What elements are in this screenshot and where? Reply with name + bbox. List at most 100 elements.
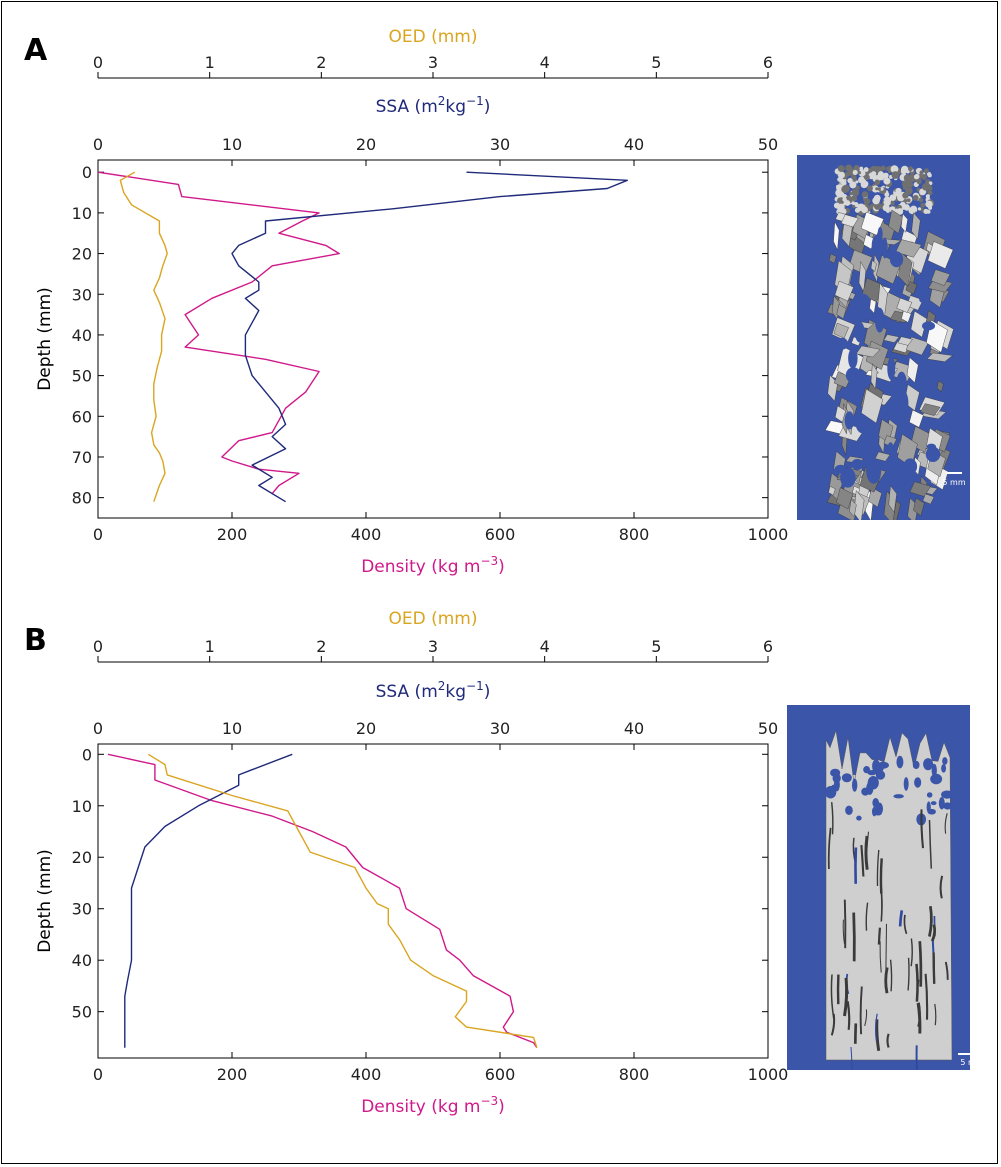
depth-axis-label-b: Depth (mm) bbox=[35, 849, 55, 953]
micro-grain bbox=[889, 206, 896, 213]
micro-grain bbox=[889, 194, 897, 201]
oed-tick-label: 2 bbox=[316, 637, 326, 656]
micro-pore bbox=[866, 782, 874, 795]
micro-grain bbox=[884, 192, 890, 198]
density-tick-label: 1000 bbox=[748, 525, 789, 544]
density-axis-label-a: Density (kg m−3) bbox=[361, 554, 505, 577]
series-line-oed-a bbox=[119, 171, 168, 502]
micro-grain bbox=[896, 208, 904, 215]
micro-channel bbox=[917, 1002, 921, 1027]
density-tick-label: 400 bbox=[351, 525, 382, 544]
micro-pore bbox=[856, 815, 862, 821]
micro-channel bbox=[886, 1033, 890, 1048]
ssa-axis-label-a: SSA (m2kg−1) bbox=[376, 94, 491, 117]
micro-facet bbox=[897, 336, 913, 346]
micro-grain bbox=[920, 202, 926, 208]
micro-pore bbox=[868, 445, 874, 461]
micro-grain bbox=[838, 171, 845, 179]
micro-pore bbox=[921, 321, 936, 331]
ssa-tick-label: 0 bbox=[93, 719, 103, 738]
micro-grain bbox=[912, 194, 919, 201]
micro-grain bbox=[844, 200, 851, 206]
ssa-tick-label: 40 bbox=[624, 719, 644, 738]
micro-grain bbox=[921, 173, 928, 180]
micro-facet bbox=[861, 388, 884, 424]
micro-facet bbox=[922, 493, 935, 505]
micro-pore bbox=[824, 786, 837, 799]
density-tick-label: 800 bbox=[619, 1065, 650, 1084]
snow-microstructure-image-a: 5 mm bbox=[797, 155, 970, 520]
micro-pore bbox=[841, 773, 852, 783]
micro-facet bbox=[840, 214, 859, 228]
micro-channel bbox=[876, 849, 880, 887]
micro-channel bbox=[830, 802, 834, 835]
micro-grain bbox=[906, 170, 910, 174]
micro-channel bbox=[852, 912, 856, 962]
micro-grain bbox=[836, 190, 844, 198]
micro-grain bbox=[923, 208, 929, 214]
micro-pore bbox=[941, 763, 947, 773]
oed-axis-a: OED (mm) 0 1 2 3 4 5 6 bbox=[93, 27, 773, 79]
micro-pore bbox=[896, 371, 907, 393]
micro-pore bbox=[833, 777, 840, 792]
micro-channel bbox=[875, 1019, 881, 1052]
micro-facet bbox=[888, 209, 904, 234]
micro-pore bbox=[830, 768, 841, 777]
micro-grain bbox=[877, 187, 881, 191]
micro-facet bbox=[927, 241, 954, 269]
micro-pore bbox=[887, 442, 894, 454]
oed-tick-label: 5 bbox=[651, 637, 661, 656]
depth-tick-label: 0 bbox=[82, 163, 92, 182]
oed-axis-label-a: OED (mm) bbox=[388, 27, 477, 47]
depth-tick-label: 30 bbox=[72, 285, 92, 304]
micro-grain bbox=[883, 177, 891, 185]
micro-facet bbox=[906, 357, 919, 384]
micro-channel bbox=[932, 952, 936, 984]
micro-grain bbox=[849, 181, 857, 189]
micro-pore bbox=[845, 367, 862, 383]
micro-pore bbox=[919, 295, 928, 304]
ssa-tick-label: 0 bbox=[93, 135, 103, 154]
micro-facet bbox=[855, 345, 881, 358]
micro-pore bbox=[930, 801, 937, 806]
micro-channel bbox=[864, 835, 869, 870]
micro-channel bbox=[928, 905, 933, 937]
micro-grain bbox=[858, 176, 865, 184]
micro-grain bbox=[928, 191, 932, 195]
micro-grain bbox=[861, 191, 869, 198]
panel-b: B OED (mm) 0 1 2 3 4 5 6 SSA (m2kg−1) 0 10 20 30 4… bbox=[24, 609, 990, 1117]
oed-tick-label: 1 bbox=[205, 637, 215, 656]
micro-pore bbox=[893, 794, 904, 799]
depth-tick-label: 80 bbox=[72, 489, 92, 508]
micro-channel bbox=[830, 974, 835, 1020]
micro-grain bbox=[871, 171, 877, 177]
micro-facet bbox=[836, 487, 854, 510]
micro-facet bbox=[930, 269, 951, 286]
micro-pore bbox=[931, 763, 937, 777]
oed-tick-label: 1 bbox=[205, 53, 215, 72]
micro-grain bbox=[925, 194, 930, 199]
micro-pore bbox=[837, 337, 848, 350]
density-tick-label: 600 bbox=[485, 525, 516, 544]
micro-grain bbox=[916, 178, 922, 185]
scale-bar-label-b: 5 mm bbox=[960, 1058, 983, 1067]
micro-channel bbox=[903, 914, 908, 935]
panel-label-b: B bbox=[24, 623, 47, 658]
micro-channel bbox=[918, 941, 923, 987]
micro-pore bbox=[903, 458, 918, 475]
oed-tick-label: 0 bbox=[93, 637, 103, 656]
micro-facet bbox=[888, 485, 897, 514]
micro-grain bbox=[836, 184, 840, 189]
micro-channel bbox=[850, 1046, 853, 1070]
micro-channel bbox=[944, 961, 949, 980]
micro-pore bbox=[872, 806, 877, 817]
micro-channel bbox=[889, 959, 893, 992]
ssa-axis-label-b: SSA (m2kg−1) bbox=[376, 679, 491, 702]
ssa-axis-a: SSA (m2kg−1) bbox=[376, 94, 491, 117]
micro-pore bbox=[872, 798, 880, 808]
depth-tick-label: 0 bbox=[82, 745, 92, 764]
micro-pore bbox=[854, 321, 865, 343]
micro-grain bbox=[889, 200, 895, 206]
micro-grain bbox=[855, 180, 859, 184]
micro-channel bbox=[907, 957, 910, 991]
